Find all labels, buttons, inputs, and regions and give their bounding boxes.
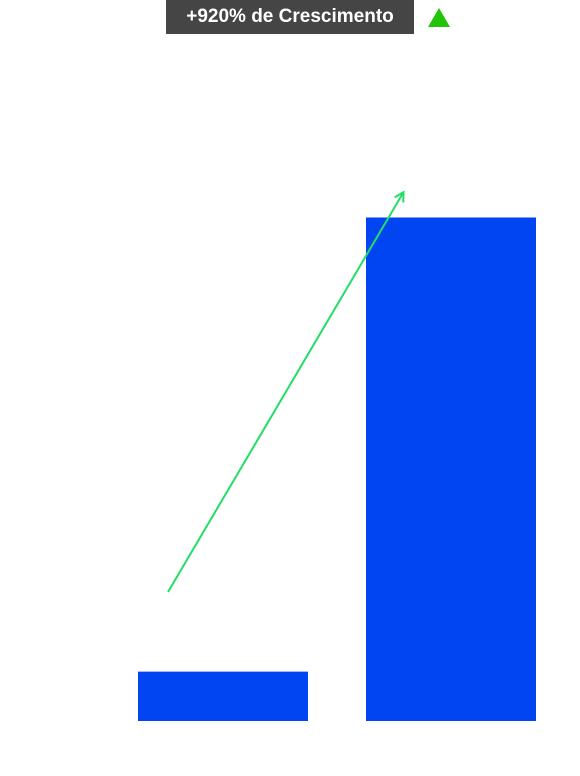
growth-badge: +920% de Crescimento	[166, 0, 414, 34]
triangle-up-icon	[428, 8, 450, 27]
bar-1	[138, 671, 308, 721]
growth-arrow	[167, 193, 403, 593]
bar-2	[366, 217, 536, 721]
